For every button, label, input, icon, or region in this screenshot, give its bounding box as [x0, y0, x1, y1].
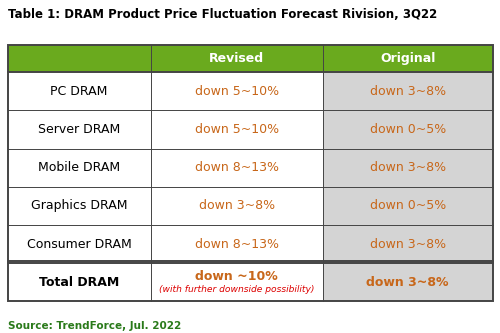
Text: (with further downside possibility): (with further downside possibility) [159, 285, 314, 294]
Bar [8, 187, 150, 225]
Text: down 5~10%: down 5~10% [194, 85, 278, 98]
Text: down 0~5%: down 0~5% [370, 199, 446, 212]
Text: down 0~5%: down 0~5% [370, 123, 446, 136]
Text: Mobile DRAM: Mobile DRAM [38, 161, 120, 174]
Bar [323, 263, 492, 301]
Text: Server DRAM: Server DRAM [38, 123, 120, 136]
Text: down ~10%: down ~10% [196, 270, 278, 283]
Bar [150, 187, 323, 225]
Text: Consumer DRAM: Consumer DRAM [26, 237, 132, 251]
Text: down 8~13%: down 8~13% [194, 161, 278, 174]
Text: Graphics DRAM: Graphics DRAM [31, 199, 128, 212]
Text: down 5~10%: down 5~10% [194, 123, 278, 136]
Bar [8, 45, 150, 72]
Bar [8, 263, 150, 301]
Bar [150, 111, 323, 149]
Bar [8, 45, 150, 72]
Text: PC DRAM: PC DRAM [50, 85, 108, 98]
Bar [323, 111, 492, 149]
Text: Original: Original [380, 52, 436, 65]
Text: down 3~8%: down 3~8% [370, 85, 446, 98]
Bar [150, 72, 323, 111]
Bar [8, 45, 492, 301]
Text: Revised: Revised [209, 52, 264, 65]
Bar [8, 225, 150, 263]
Text: Source: TrendForce, Jul. 2022: Source: TrendForce, Jul. 2022 [8, 321, 181, 331]
Bar [323, 149, 492, 187]
Bar [323, 187, 492, 225]
Text: Total DRAM: Total DRAM [39, 276, 119, 289]
Bar [150, 149, 323, 187]
Bar [323, 45, 492, 72]
Bar [150, 263, 323, 301]
Text: down 3~8%: down 3~8% [370, 237, 446, 251]
Bar [8, 111, 150, 149]
Text: down 3~8%: down 3~8% [366, 276, 449, 289]
Text: down 3~8%: down 3~8% [370, 161, 446, 174]
Bar [8, 72, 150, 111]
Bar [150, 225, 323, 263]
Bar [323, 72, 492, 111]
Text: down 3~8%: down 3~8% [198, 199, 274, 212]
Bar [150, 45, 323, 72]
Text: Table 1: DRAM Product Price Fluctuation Forecast Rivision, 3Q22: Table 1: DRAM Product Price Fluctuation … [8, 8, 437, 21]
Text: down 8~13%: down 8~13% [194, 237, 278, 251]
Bar [323, 225, 492, 263]
Bar [8, 149, 150, 187]
